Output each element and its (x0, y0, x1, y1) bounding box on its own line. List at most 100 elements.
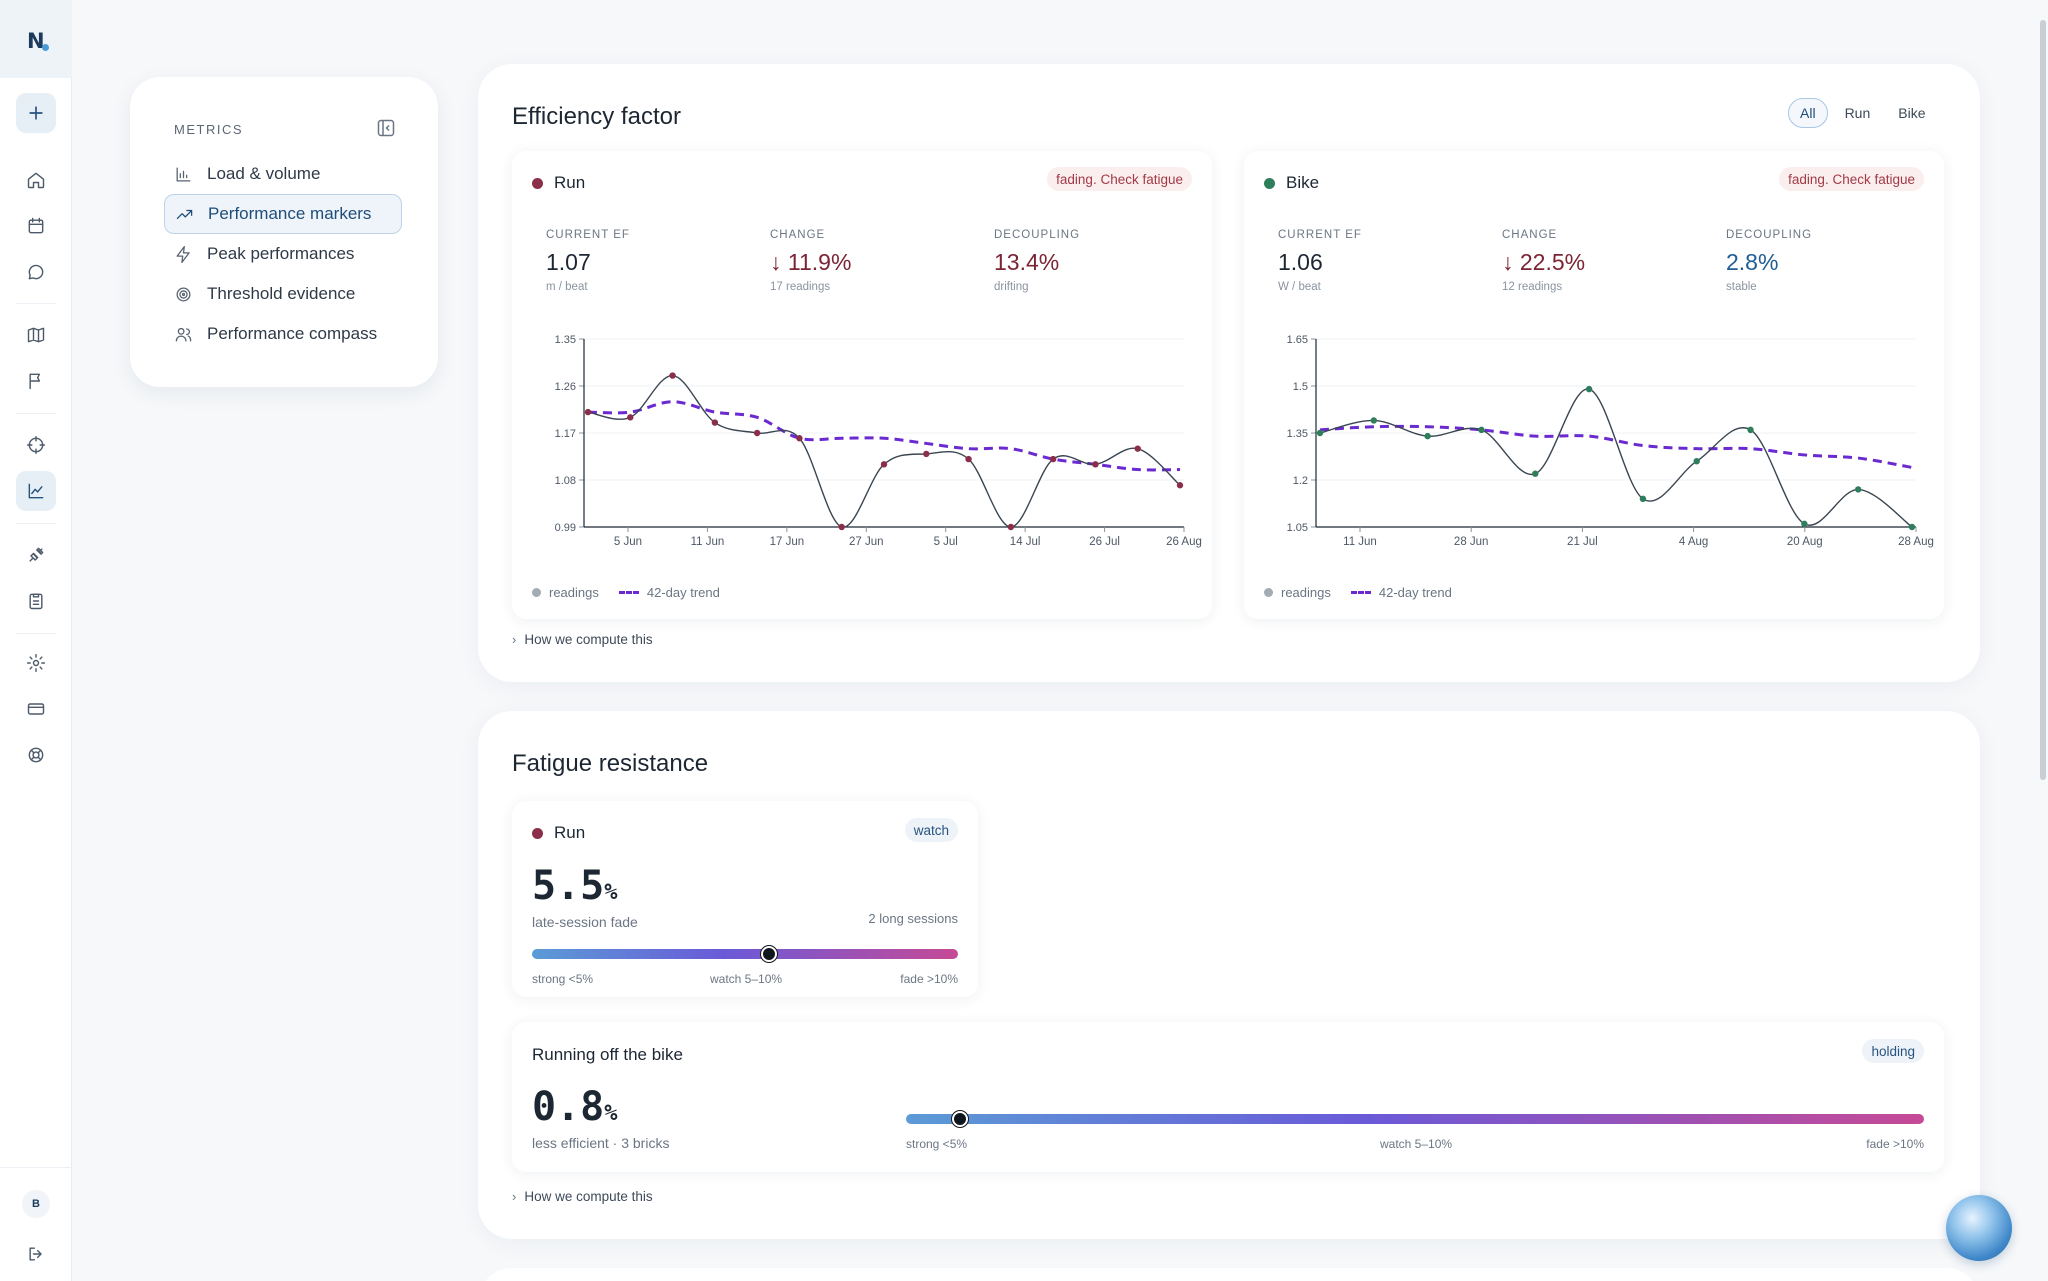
target-icon[interactable] (16, 425, 56, 465)
how-we-compute-link[interactable]: › How we compute this (512, 1189, 653, 1204)
nav-item-performance-compass[interactable]: Performance compass (164, 314, 402, 354)
reading-point[interactable] (1585, 385, 1593, 393)
avatar[interactable]: B (22, 1190, 50, 1218)
home-icon[interactable] (16, 160, 56, 200)
stat-value: 2.8% (1726, 249, 1779, 275)
y-tick-label: 1.35 (555, 334, 576, 346)
reading-point[interactable] (1747, 426, 1754, 434)
rail-divider (16, 523, 56, 524)
reading-point[interactable] (753, 429, 761, 437)
reading-point[interactable] (669, 372, 676, 379)
scale-label-strong: strong <5% (532, 972, 594, 986)
reading-point[interactable] (711, 419, 719, 426)
reading-point[interactable] (796, 435, 803, 442)
how-link-label: How we compute this (524, 632, 653, 647)
stat-label: CURRENT EF (546, 229, 630, 241)
x-tick-label: 17 Jun (770, 536, 805, 548)
reading-point[interactable] (923, 450, 930, 458)
reading-point[interactable] (1908, 523, 1916, 531)
brick-unit: % (604, 1101, 618, 1126)
stat-label: DECOUPLING (994, 229, 1081, 241)
y-tick-label: 1.65 (1287, 334, 1308, 346)
filter-all[interactable]: All (1788, 98, 1828, 128)
nav-item-threshold-evidence[interactable]: Threshold evidence (164, 274, 402, 314)
rail-divider (16, 303, 56, 304)
assistant-bubble[interactable] (1946, 1195, 2012, 1261)
how-link-label: How we compute this (524, 1189, 653, 1204)
chevron-right-icon: › (512, 632, 517, 647)
lifebuoy-icon[interactable] (16, 735, 56, 775)
scale-label-fade: fade >10% (900, 972, 958, 986)
filter-run[interactable]: Run (1844, 105, 1871, 121)
scale-label-watch: watch 5–10% (1380, 1137, 1453, 1151)
legend-trend: 42-day trend (1378, 585, 1452, 600)
reading-point[interactable] (1424, 432, 1431, 440)
legend-dot (1264, 588, 1273, 597)
card-icon[interactable] (16, 689, 56, 729)
legend-readings: readings (1281, 585, 1331, 600)
chat-icon[interactable] (16, 252, 56, 292)
reading-point[interactable] (584, 408, 592, 416)
scale-label-watch: watch 5–10% (710, 972, 783, 986)
legend-trend: 42-day trend (646, 585, 720, 600)
reading-point[interactable] (1134, 445, 1141, 452)
reading-point[interactable] (1176, 482, 1184, 489)
x-tick-label: 20 Aug (1787, 536, 1823, 548)
collapse-panel-icon[interactable] (377, 119, 395, 137)
reading-point[interactable] (1370, 417, 1378, 424)
reading-point[interactable] (880, 461, 888, 468)
integrations-icon[interactable] (16, 535, 56, 575)
reading-point[interactable] (1639, 495, 1647, 502)
nav-item-label: Performance compass (207, 324, 378, 343)
map-icon[interactable] (16, 315, 56, 355)
x-tick-label: 26 Aug (1166, 536, 1202, 548)
reading-point[interactable] (1532, 470, 1539, 477)
reading-point[interactable] (1693, 458, 1700, 465)
filter-bike[interactable]: Bike (1898, 105, 1926, 121)
stat-decoupling: DECOUPLING 13.4% drifting (994, 229, 1080, 293)
reading-point[interactable] (1854, 486, 1862, 493)
x-tick-label: 5 Jul (934, 536, 958, 548)
reading-point[interactable] (965, 455, 972, 463)
status-badge: fading. Check fatigue (1779, 167, 1924, 191)
readings-line (587, 374, 1181, 528)
legend-dash (1350, 591, 1371, 594)
nav-item-label: Performance markers (208, 204, 372, 223)
flag-icon[interactable] (16, 361, 56, 401)
brick-value: 0.8% (532, 1084, 618, 1130)
gear-icon[interactable] (16, 643, 56, 683)
y-tick-label: 1.17 (555, 428, 576, 440)
reading-point[interactable] (1316, 429, 1324, 437)
chart-icon[interactable] (16, 471, 56, 511)
reading-point[interactable] (1478, 426, 1485, 434)
how-we-compute-link[interactable]: › How we compute this (512, 632, 653, 647)
nav-item-peak-performances[interactable]: Peak performances (164, 234, 402, 274)
bolt-icon (176, 245, 190, 263)
reading-point[interactable] (627, 414, 634, 421)
reading-point[interactable] (1049, 455, 1057, 463)
run-ef-chart: 0.99 1.08 1.17 1.26 1.35 5 Jun 11 Jun 17 Jun 27 … (555, 334, 1202, 548)
clipboard-icon[interactable] (16, 581, 56, 621)
stat-label: CHANGE (1502, 229, 1558, 241)
reading-point[interactable] (1801, 520, 1808, 528)
brick-marker (952, 1111, 969, 1127)
reading-point[interactable] (838, 523, 845, 531)
sport-name: Run (554, 823, 586, 842)
app-logo[interactable]: N (0, 0, 72, 78)
nav-item-load-volume[interactable]: Load & volume (164, 154, 402, 194)
x-tick-label: 11 Jun (691, 536, 725, 548)
plus-icon[interactable] (16, 93, 56, 133)
scale-label-fade: fade >10% (1866, 1137, 1924, 1151)
legend-dot (532, 588, 541, 597)
reading-point[interactable] (1092, 461, 1099, 468)
sport-name: Run (554, 173, 586, 192)
y-tick-label: 1.26 (555, 381, 576, 393)
nav-item-label: Threshold evidence (207, 284, 356, 303)
fade-unit: % (604, 880, 618, 905)
nav-item-performance-markers[interactable]: Performance markers (164, 194, 402, 234)
logout-icon[interactable] (16, 1234, 56, 1274)
reading-point[interactable] (1007, 523, 1015, 531)
legend-dash (618, 591, 639, 594)
scrollbar[interactable] (2040, 20, 2046, 780)
calendar-icon[interactable] (16, 206, 56, 246)
